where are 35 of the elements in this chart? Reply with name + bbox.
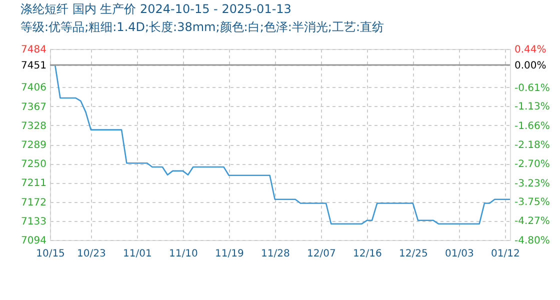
- y2-tick-label: -4.27%: [514, 216, 550, 228]
- x-tick-label: 11/10: [168, 248, 198, 260]
- x-tick-label: 01/12: [490, 248, 520, 260]
- y2-tick-label: -0.61%: [514, 82, 550, 94]
- y-tick-label: 7094: [21, 236, 46, 246]
- y-tick-label: 7484: [21, 44, 46, 56]
- chart-subtitle: 等级:优等品;粗细:1.4D;长度:38mm;颜色:白;色泽:半消光;工艺:直纺: [20, 20, 384, 34]
- y-tick-label: 7328: [21, 120, 46, 132]
- chart-title: 涤纶短纤 国内 生产价 2024-10-15 - 2025-01-13: [20, 2, 292, 16]
- y2-tick-label: -2.70%: [514, 158, 550, 170]
- x-tick-label: 12/16: [352, 248, 382, 260]
- y2-tick-label: -1.66%: [514, 121, 550, 132]
- y-tick-label: 7289: [21, 140, 46, 151]
- x-tick-label: 11/01: [122, 248, 152, 260]
- x-tick-label: 11/28: [260, 248, 290, 260]
- y-tick-label: 7250: [21, 159, 46, 170]
- y2-tick-label: -1.13%: [514, 102, 550, 113]
- x-tick-label: 10/23: [76, 248, 106, 260]
- y2-tick-label: -2.18%: [514, 140, 550, 151]
- x-tick-label: 11/19: [214, 248, 244, 260]
- x-tick-label: 12/07: [306, 248, 336, 260]
- y2-tick-label: -3.75%: [514, 197, 550, 208]
- y2-tick-label: 0.00%: [514, 60, 546, 72]
- y-tick-label: 7211: [21, 178, 46, 190]
- y2-tick-label: 0.44%: [514, 44, 546, 56]
- y-tick-label: 7406: [21, 82, 46, 94]
- y2-tick-label: -3.23%: [514, 178, 550, 190]
- y2-tick-label: -4.80%: [514, 236, 550, 246]
- x-tick-label: 12/25: [398, 248, 428, 260]
- y-tick-label: 7451: [21, 60, 46, 72]
- y-tick-label: 7133: [21, 216, 46, 228]
- y-tick-label: 7172: [21, 197, 46, 208]
- y-tick-label: 7367: [21, 102, 46, 113]
- x-tick-label: 10/15: [36, 248, 65, 260]
- x-tick-label: 01/03: [444, 248, 474, 260]
